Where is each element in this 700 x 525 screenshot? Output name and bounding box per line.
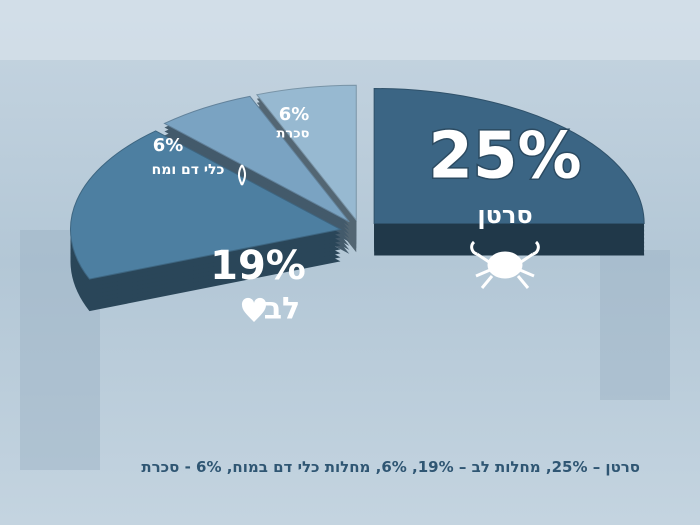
category-label: סרטן — [477, 201, 532, 229]
pie — [70, 84, 645, 312]
caption: סרטן – 25%, מחלות לב – 19%, 6%, מחלות כל… — [141, 458, 640, 476]
value-label: 25% — [428, 120, 581, 194]
category-label: כלי דם ומח — [152, 162, 225, 178]
category-label: לב — [264, 292, 300, 327]
background-ceiling — [0, 0, 700, 60]
ribbon-icon — [238, 164, 246, 186]
category-label: סכרת — [277, 127, 310, 142]
slice — [163, 95, 350, 223]
heart-icon — [241, 297, 267, 322]
slice — [255, 84, 357, 222]
value-label: 19% — [210, 243, 306, 289]
background-figure — [600, 250, 670, 400]
value-label: 6% — [279, 104, 310, 125]
crab-icon — [470, 240, 540, 289]
value-label: 6% — [153, 135, 184, 156]
slice — [70, 130, 342, 280]
labels: 25% סרטן 19%לב 6% כלי דם ומח 6% סכרת — [152, 104, 584, 327]
slice — [373, 88, 645, 225]
